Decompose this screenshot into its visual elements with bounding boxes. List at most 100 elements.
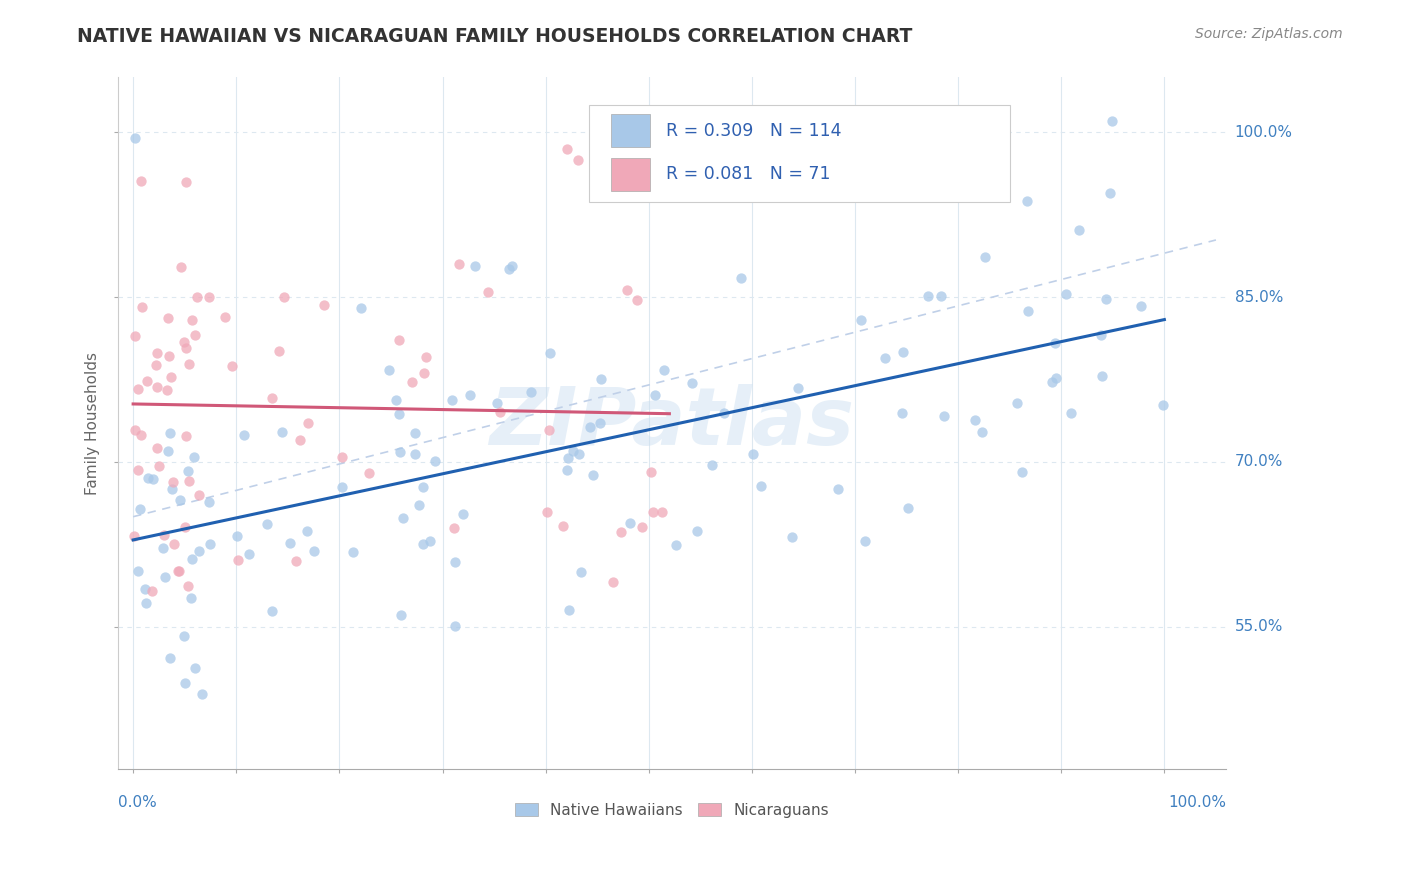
Point <box>749 479 772 493</box>
Point <box>260 391 283 405</box>
Point <box>177 464 200 478</box>
Point <box>451 507 474 521</box>
Point <box>412 479 434 493</box>
Point <box>148 458 170 473</box>
Point <box>156 443 179 458</box>
Point <box>1101 114 1123 128</box>
Point <box>702 458 724 472</box>
Point <box>385 392 408 407</box>
Point <box>388 334 411 348</box>
Point <box>934 409 956 423</box>
Point <box>1152 398 1174 412</box>
Text: R = 0.081   N = 71: R = 0.081 N = 71 <box>666 165 831 183</box>
Text: 100.0%: 100.0% <box>1168 796 1226 810</box>
Point <box>567 446 589 460</box>
Text: Source: ZipAtlas.com: Source: ZipAtlas.com <box>1195 27 1343 41</box>
Point <box>173 520 195 534</box>
Point <box>413 366 436 380</box>
Point <box>602 575 624 590</box>
Point <box>419 533 441 548</box>
Point <box>1129 299 1152 313</box>
Point <box>187 488 209 502</box>
Point <box>226 553 249 567</box>
Point <box>238 547 260 561</box>
Point <box>174 175 197 189</box>
Point <box>122 528 145 542</box>
Point <box>156 310 179 325</box>
Point <box>159 425 181 440</box>
Point <box>644 388 666 402</box>
Point <box>458 388 481 402</box>
Point <box>588 416 610 430</box>
Point <box>555 463 578 477</box>
Point <box>221 359 243 374</box>
Point <box>567 153 589 167</box>
Point <box>271 425 294 439</box>
Legend: Native Hawaiians, Nicaraguans: Native Hawaiians, Nicaraguans <box>509 797 835 824</box>
Point <box>198 537 221 551</box>
Point <box>297 524 319 538</box>
Point <box>1017 303 1039 318</box>
Point <box>233 428 256 442</box>
Point <box>389 445 412 459</box>
Point <box>412 537 434 551</box>
Point <box>181 552 204 566</box>
Point <box>730 270 752 285</box>
Point <box>124 329 146 343</box>
Point <box>146 380 169 394</box>
Point <box>917 289 939 303</box>
Point <box>929 289 952 303</box>
Point <box>167 564 190 578</box>
Point <box>1045 371 1067 385</box>
Point <box>501 259 523 273</box>
Point <box>415 350 437 364</box>
Point <box>581 468 603 483</box>
Point <box>849 313 872 327</box>
Point <box>131 301 153 315</box>
FancyBboxPatch shape <box>612 114 650 147</box>
Point <box>1011 466 1033 480</box>
Point <box>897 500 920 515</box>
Point <box>665 538 688 552</box>
Point <box>174 341 197 355</box>
Point <box>184 328 207 343</box>
Point <box>129 428 152 442</box>
Point <box>388 408 411 422</box>
Point <box>1098 186 1121 200</box>
Point <box>489 405 512 419</box>
Point <box>786 381 808 395</box>
Point <box>890 406 912 420</box>
Point <box>278 536 301 550</box>
Point <box>537 423 560 437</box>
Point <box>145 442 167 456</box>
Text: 55.0%: 55.0% <box>1234 619 1282 634</box>
Point <box>181 313 204 327</box>
Point <box>225 529 247 543</box>
Point <box>970 425 993 439</box>
Point <box>173 676 195 690</box>
Point <box>389 607 412 622</box>
Point <box>197 290 219 304</box>
Point <box>610 524 633 539</box>
Point <box>141 584 163 599</box>
Point <box>145 358 167 372</box>
Point <box>173 629 195 643</box>
Point <box>330 450 353 464</box>
Point <box>159 650 181 665</box>
Point <box>392 511 415 525</box>
Point <box>444 619 467 633</box>
Point <box>1054 286 1077 301</box>
Point <box>562 444 585 458</box>
Text: 100.0%: 100.0% <box>1234 125 1292 140</box>
Point <box>127 463 149 477</box>
Point <box>681 376 703 391</box>
Point <box>1043 336 1066 351</box>
Point <box>1040 376 1063 390</box>
Point <box>124 423 146 437</box>
Point <box>169 260 191 274</box>
Point <box>1015 194 1038 208</box>
Point <box>135 597 157 611</box>
Point <box>262 604 284 618</box>
Point <box>127 564 149 578</box>
Point <box>558 602 581 616</box>
